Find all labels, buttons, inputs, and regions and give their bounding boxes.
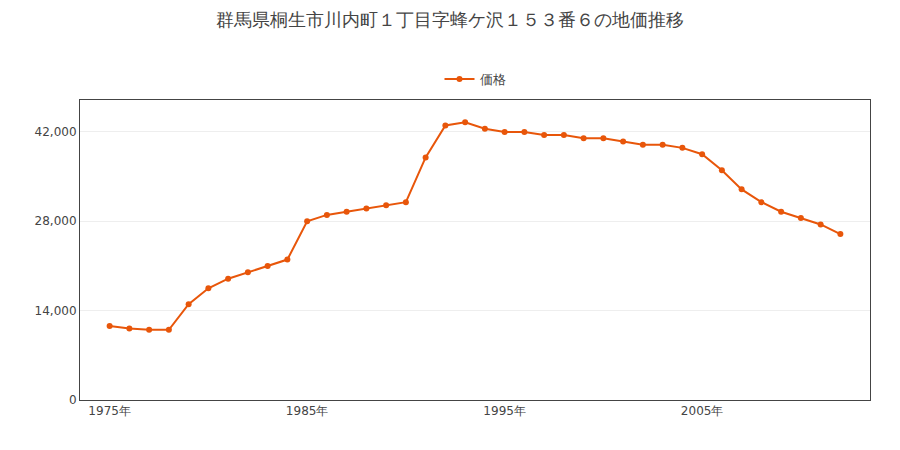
svg-text:価格: 価格 xyxy=(480,72,506,87)
svg-text:14,000: 14,000 xyxy=(35,304,77,318)
svg-text:2005年: 2005年 xyxy=(681,404,724,418)
svg-text:42,000: 42,000 xyxy=(35,125,77,139)
svg-text:28,000: 28,000 xyxy=(35,214,77,228)
svg-text:群馬県桐生市川内町１丁目字蜂ケ沢１５３番６の地価推移: 群馬県桐生市川内町１丁目字蜂ケ沢１５３番６の地価推移 xyxy=(216,9,684,30)
svg-text:1975年: 1975年 xyxy=(88,404,131,418)
svg-text:1995年: 1995年 xyxy=(483,404,526,418)
svg-text:0: 0 xyxy=(69,393,77,407)
svg-text:1985年: 1985年 xyxy=(286,404,329,418)
